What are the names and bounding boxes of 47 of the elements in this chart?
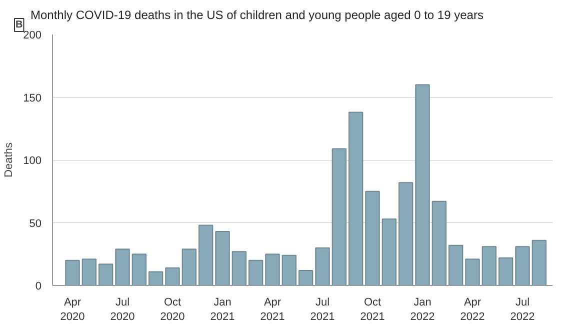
bar bbox=[465, 258, 480, 286]
bar bbox=[365, 190, 380, 286]
bar bbox=[415, 84, 430, 286]
y-tick-label: 0 bbox=[35, 280, 42, 292]
y-tick-label: 100 bbox=[23, 155, 42, 167]
chart-title: Monthly COVID-19 deaths in the US of children and young people aged 0 to 19 years bbox=[30, 8, 484, 22]
bar bbox=[198, 224, 214, 286]
bar bbox=[482, 246, 496, 286]
x-tick-label: Apr 2021 bbox=[260, 296, 285, 323]
x-tick-label: Oct 2021 bbox=[360, 296, 385, 323]
bar bbox=[515, 246, 530, 286]
bar bbox=[115, 248, 130, 286]
bar bbox=[282, 254, 296, 286]
bar bbox=[82, 258, 96, 286]
bar bbox=[265, 254, 280, 286]
bar bbox=[98, 264, 114, 286]
y-tick-label: 50 bbox=[29, 218, 42, 230]
bar bbox=[248, 260, 264, 286]
bar bbox=[232, 251, 246, 286]
x-tick-label: Jan 2022 bbox=[410, 296, 435, 323]
x-tick-label: Jul 2022 bbox=[510, 296, 535, 323]
bar bbox=[532, 240, 546, 286]
bar bbox=[315, 247, 330, 286]
bar bbox=[432, 200, 446, 286]
bar bbox=[348, 112, 364, 286]
bar bbox=[65, 260, 80, 286]
bar bbox=[398, 182, 414, 286]
x-tick-label: Jan 2021 bbox=[210, 296, 235, 323]
y-tick-label: 200 bbox=[23, 30, 42, 42]
x-tick-label: Jul 2021 bbox=[310, 296, 335, 323]
text: B bbox=[16, 20, 23, 30]
bar bbox=[298, 270, 314, 286]
x-tick-label: Oct 2020 bbox=[160, 296, 185, 323]
x-tick-label: Jul 2020 bbox=[110, 296, 135, 323]
bar bbox=[182, 248, 196, 286]
bar bbox=[132, 254, 146, 286]
bar bbox=[448, 244, 464, 286]
bar bbox=[215, 231, 230, 286]
bar bbox=[332, 148, 346, 286]
y-tick-label: 150 bbox=[23, 92, 42, 104]
x-tick-label: Apr 2022 bbox=[460, 296, 485, 323]
bar bbox=[148, 271, 164, 286]
x-tick-label: Apr 2020 bbox=[60, 296, 85, 323]
y-axis-title: Deaths bbox=[3, 142, 16, 178]
bar bbox=[382, 218, 396, 286]
bar bbox=[498, 257, 514, 286]
bar bbox=[165, 267, 180, 286]
